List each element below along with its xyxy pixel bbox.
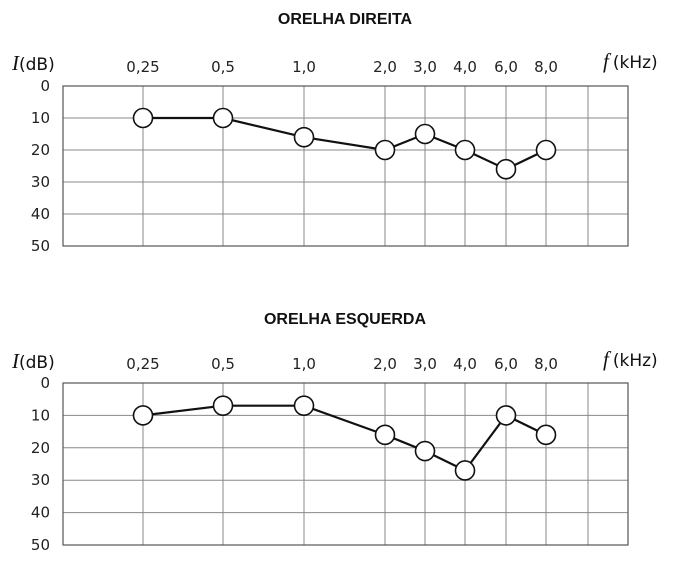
data-point [212,107,234,129]
data-points [132,107,557,180]
x-tick-label: 2,0 [373,355,397,373]
series-line [142,404,547,472]
x-tick-label: 0,25 [126,355,159,373]
data-point [293,126,315,148]
data-point [374,139,396,161]
x-tick-label: 1,0 [292,355,316,373]
y-tick-label: 10 [31,406,50,424]
x-axis-unit: (kHz) [613,351,658,371]
x-tick-label: 6,0 [494,355,518,373]
x-tick-labels: 0,25 0,5 1,0 2,0 3,0 4,0 6,0 8,0 [126,58,558,76]
x-tick-label: 8,0 [534,355,558,373]
y-tick-label: 10 [31,109,50,127]
x-axis-symbol: f [603,49,612,73]
data-point [414,440,436,462]
y-axis-label: I(dB) [11,349,55,373]
data-point [454,139,476,161]
x-tick-label: 6,0 [494,58,518,76]
y-tick-label: 20 [31,439,50,457]
plot-frame [62,85,629,247]
chart-title: ORELHA ESQUERDA [264,311,427,328]
y-tick-label: 50 [31,536,50,554]
data-point [132,107,154,129]
y-tick-label: 30 [31,471,50,489]
x-axis-unit: (kHz) [613,53,658,73]
x-tick-label: 8,0 [534,58,558,76]
x-tick-label: 4,0 [453,355,477,373]
data-points [132,395,557,481]
data-point [212,395,234,416]
y-tick-labels: 0 10 20 30 40 50 [31,77,50,255]
x-tick-labels: 0,25 0,5 1,0 2,0 3,0 4,0 6,0 8,0 [126,355,558,373]
y-tick-labels: 0 10 20 30 40 50 [31,374,50,554]
chart-left-ear: ORELHA ESQUERDA I(dB) f (kHz) 0,25 0,5 1,0 2… [11,311,658,554]
data-point [495,158,517,180]
y-tick-label: 0 [40,374,50,392]
data-point [535,139,557,161]
x-tick-label: 0,25 [126,58,159,76]
data-point [495,405,517,426]
y-tick-label: 40 [31,205,50,223]
x-tick-label: 2,0 [373,58,397,76]
y-tick-label: 0 [40,77,50,95]
x-tick-label: 3,0 [413,58,437,76]
y-axis-symbol: I [11,349,20,373]
grid [62,382,629,546]
x-tick-label: 1,0 [292,58,316,76]
x-tick-label: 0,5 [211,58,235,76]
x-axis-symbol: f [603,347,612,371]
x-axis-label: f (kHz) [603,49,658,73]
data-point [535,424,557,446]
data-point [293,395,315,416]
x-axis-label: f (kHz) [603,347,658,371]
y-tick-label: 40 [31,504,50,522]
chart-right-ear: ORELHA DIREITA I(dB) f (kHz) 0,25 0,5 1,0 2,… [11,11,658,255]
plot-frame [62,382,629,546]
y-axis-unit: (dB) [19,353,55,373]
x-tick-label: 4,0 [453,58,477,76]
y-tick-label: 30 [31,173,50,191]
x-tick-label: 0,5 [211,355,235,373]
data-point [132,405,154,426]
y-axis-symbol: I [11,51,20,75]
series-line [143,116,547,171]
data-point [454,460,476,481]
y-axis-unit: (dB) [19,55,55,75]
data-point [414,123,436,145]
chart-title: ORELHA DIREITA [278,11,413,28]
y-axis-label: I(dB) [11,51,55,75]
x-tick-label: 3,0 [413,355,437,373]
y-tick-label: 20 [31,141,50,159]
data-point [374,424,396,446]
y-tick-label: 50 [31,237,50,255]
